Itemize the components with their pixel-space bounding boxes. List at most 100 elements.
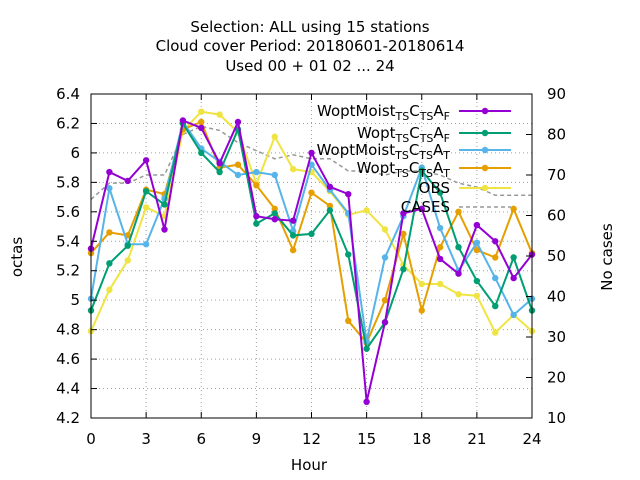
legend-label-part: A [433,159,444,177]
data-point [308,149,315,157]
legend-item: WoptTSCTSAF [357,124,511,145]
legend-label: WoptMoistTSCTSAF [317,102,450,123]
data-point [253,220,260,227]
data-point [216,111,223,118]
legend-label-part: WoptMoist [317,102,396,120]
x-tick-label: 9 [252,430,262,448]
data-point [271,210,278,217]
axes: 0 3 6 9 12 15 18 21 24 4.2 4.4 4.6 4.8 5 5.2 5.4 5.6 5.8 6… [56,85,566,448]
x-tick-label: 15 [357,430,376,448]
data-point [436,255,444,263]
legend-label-part: A [433,124,444,142]
data-point [418,280,425,288]
legend-label: WoptTSCTSAT [357,159,451,180]
data-point [179,117,187,124]
data-point [124,242,131,249]
y2-tick-label: 50 [547,247,566,265]
y-tick-label: 4.2 [56,409,80,427]
legend-label-part: Wopt [357,159,396,177]
legend-label-part: Wopt [357,124,396,142]
y-tick-label: 5.2 [56,262,80,280]
y-tick-label: 4.4 [56,380,80,398]
data-point [455,270,462,277]
data-point [142,157,150,164]
legend-label-part: T [442,149,450,162]
y2-axis-label: No cases [598,223,616,291]
y-tick-label: 4.8 [56,321,80,339]
data-point [418,167,425,174]
legend-item: CASES [401,198,511,216]
data-point [253,182,260,189]
y-axis-label: octas [8,237,26,277]
legend-item: WoptMoistTSCTSAT [317,141,511,162]
data-point [289,165,297,173]
data-point [253,168,260,176]
data-point [198,149,205,157]
data-point [106,229,113,236]
data-point [106,286,113,294]
data-point [106,260,113,267]
legend-item: OBS [419,179,511,197]
y2-tick-label: 80 [547,126,566,144]
legend-label-part: T [442,167,450,180]
data-point [418,307,425,314]
data-point [271,205,278,213]
series-layer [87,108,536,405]
y-tick-label: 5.6 [56,203,80,221]
y2-tick-label: 40 [547,288,566,306]
data-point [308,161,315,168]
data-point [326,183,334,190]
legend-label-part: TS [394,167,409,180]
data-point [198,108,205,115]
x-tick-label: 3 [141,430,151,448]
data-point [473,246,481,254]
legend-label-part: C [409,159,419,177]
legend-label-part: F [444,110,450,123]
legend-label-part: A [433,141,444,159]
legend-label-part: CASES [401,198,450,216]
data-point [124,177,131,185]
data-point [161,226,168,233]
legend-label-part: TS [418,167,433,180]
x-tick-label: 24 [522,430,541,448]
data-point [345,251,352,258]
legend-label: WoptTSCTSAF [357,124,450,145]
legend-label-part: C [409,141,419,159]
title-line-3: Used 00 + 01 02 ... 24 [225,57,394,75]
legend-label-part: WoptMoist [317,141,396,159]
data-point [198,124,205,132]
data-point [326,202,334,210]
y-tick-label: 6.4 [56,85,80,103]
data-point [455,243,462,251]
data-point [345,317,352,324]
x-tick-label: 21 [467,430,486,448]
legend-marker [481,184,489,192]
legend-marker [481,146,489,154]
y-tick-label: 6.2 [56,114,80,132]
legend-label-part: OBS [419,179,450,197]
data-point [271,215,278,223]
y2-tick-label: 70 [547,166,566,184]
data-point [400,210,407,217]
data-point [400,230,407,238]
data-point [234,118,242,126]
data-point [234,171,242,179]
data-point [308,189,315,196]
data-point [492,274,499,282]
legend-label-part: A [433,102,444,120]
data-point [436,224,444,232]
data-point [308,230,315,238]
data-point [271,171,278,179]
data-point [473,239,481,246]
data-point [473,221,481,229]
legend-label-part: F [444,132,450,145]
data-point [510,274,517,282]
data-point [142,204,150,211]
legend-label-part: TS [419,132,434,145]
legend-label: WoptMoistTSCTSAT [317,141,451,162]
legend-label: CASES [401,198,450,216]
legend-item: WoptTSCTSAT [357,159,511,180]
data-point [363,345,370,352]
data-point [198,118,205,126]
